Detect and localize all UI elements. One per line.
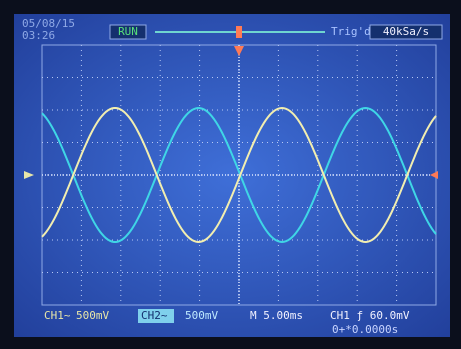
trigger-marker bbox=[234, 46, 244, 56]
ch2-scale: 500mV bbox=[185, 309, 218, 322]
run-status: RUN bbox=[118, 25, 138, 38]
ch1-scale: 500mV bbox=[76, 309, 109, 322]
ch2-trace bbox=[41, 106, 437, 244]
sample-rate: 40kSa/s bbox=[383, 25, 429, 38]
waveforms bbox=[41, 106, 437, 244]
time: 03:26 bbox=[22, 29, 55, 42]
trigger-status: Trig'd bbox=[331, 25, 371, 38]
run-box bbox=[109, 24, 147, 40]
ch1-label: CH1~ bbox=[44, 309, 71, 322]
sample-rate-box bbox=[369, 24, 443, 40]
ch1-trace bbox=[41, 106, 437, 244]
date: 05/08/15 bbox=[22, 17, 75, 30]
timebase: M 5.00ms bbox=[250, 309, 303, 322]
time-offset: 0+*0.0000s bbox=[332, 323, 398, 336]
trigger-level: CH1 ƒ 60.0mV bbox=[330, 309, 410, 322]
trigger-level-marker bbox=[430, 171, 438, 179]
trigger-position bbox=[236, 26, 242, 38]
ch2-label-box bbox=[138, 309, 174, 323]
ch1-ground-marker bbox=[24, 171, 34, 179]
ch2-label: CH2~ bbox=[141, 309, 168, 322]
